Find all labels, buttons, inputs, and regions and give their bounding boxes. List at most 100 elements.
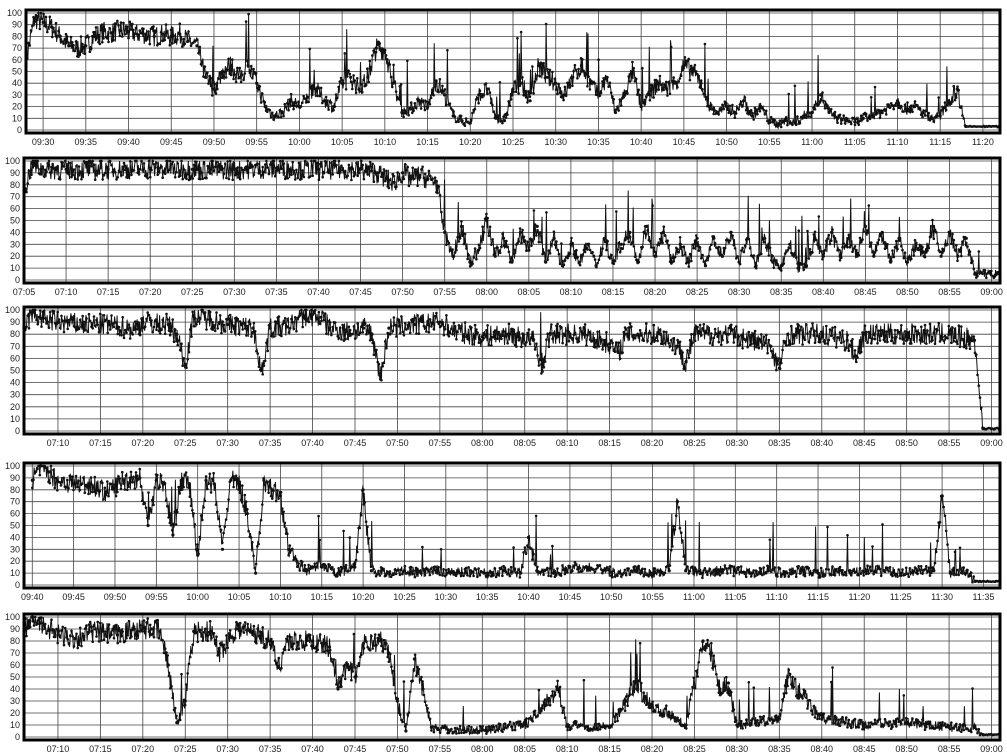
data-point (478, 246, 482, 250)
data-point (722, 107, 725, 111)
data-point (126, 30, 131, 34)
data-point (712, 568, 715, 572)
data-point (628, 573, 632, 577)
data-point (488, 727, 492, 730)
data-point (398, 332, 402, 335)
data-point (148, 175, 152, 179)
data-point (296, 317, 300, 320)
data-point (459, 574, 463, 578)
data-point (516, 37, 519, 40)
data-point (830, 230, 834, 234)
data-point (400, 718, 403, 722)
data-point (741, 246, 744, 250)
data-point (553, 243, 557, 246)
data-point (838, 254, 842, 258)
data-point (833, 236, 837, 240)
data-point (697, 74, 700, 78)
data-point (167, 36, 170, 40)
data-point (928, 574, 932, 577)
data-point (305, 643, 308, 647)
data-point (956, 254, 960, 258)
data-point (494, 116, 498, 120)
data-point (975, 353, 978, 356)
data-point (878, 234, 882, 238)
data-point (861, 569, 864, 573)
data-point (474, 568, 478, 571)
data-point (138, 476, 142, 480)
data-point (931, 224, 935, 228)
data-point (457, 731, 461, 735)
data-point (595, 338, 598, 342)
y-tick-label: 20 (10, 251, 20, 261)
data-point (176, 510, 179, 514)
data-point (348, 72, 352, 76)
data-point (651, 84, 654, 87)
data-point (353, 79, 357, 82)
data-point (508, 333, 512, 336)
data-point (804, 264, 809, 268)
x-tick-label: 07:30 (216, 744, 239, 754)
data-point (233, 73, 237, 76)
data-point (106, 480, 109, 483)
data-point (70, 629, 73, 633)
data-point (84, 484, 88, 488)
data-point (296, 176, 300, 180)
data-point (626, 335, 629, 339)
data-point (661, 715, 664, 718)
data-point (277, 315, 281, 318)
data-point (489, 101, 493, 105)
x-tick-label: 08:05 (513, 438, 536, 448)
data-point (102, 638, 106, 641)
data-point (83, 52, 87, 55)
data-point (504, 570, 508, 574)
data-point (557, 252, 561, 256)
data-point (863, 224, 868, 228)
data-point (881, 329, 884, 332)
data-point (740, 334, 743, 337)
data-point (891, 574, 894, 578)
data-point (42, 175, 46, 178)
data-point (476, 331, 479, 334)
data-point (753, 574, 757, 578)
data-point (52, 468, 55, 472)
data-point (246, 64, 250, 68)
data-point (632, 333, 636, 337)
data-point (906, 572, 909, 576)
data-point (622, 330, 626, 334)
y-tick-label: 30 (10, 390, 20, 400)
data-point (185, 366, 188, 370)
data-point (686, 59, 689, 63)
data-point (78, 626, 82, 630)
data-point (318, 538, 322, 542)
data-point (51, 162, 54, 166)
data-point (226, 646, 229, 650)
data-point (182, 37, 185, 41)
data-point (513, 248, 517, 252)
data-point (961, 114, 964, 117)
data-point (301, 101, 304, 105)
data-point (380, 175, 383, 178)
data-point (358, 331, 362, 335)
data-point (673, 81, 677, 85)
data-point (562, 98, 565, 102)
data-point (645, 224, 649, 228)
data-point (66, 327, 69, 331)
data-point (217, 170, 221, 173)
data-point (598, 728, 602, 731)
data-point (801, 117, 804, 120)
data-point (81, 482, 84, 486)
data-point (240, 166, 243, 170)
data-point (985, 276, 988, 280)
data-point (92, 624, 96, 628)
data-point (68, 318, 72, 321)
data-point (202, 162, 206, 165)
data-point (162, 651, 166, 655)
data-point (433, 85, 437, 88)
data-point (213, 165, 217, 169)
data-point (771, 120, 774, 124)
data-point (588, 338, 592, 341)
data-point (412, 318, 416, 322)
data-point (331, 325, 335, 329)
data-point (368, 59, 372, 63)
data-point (383, 647, 387, 651)
